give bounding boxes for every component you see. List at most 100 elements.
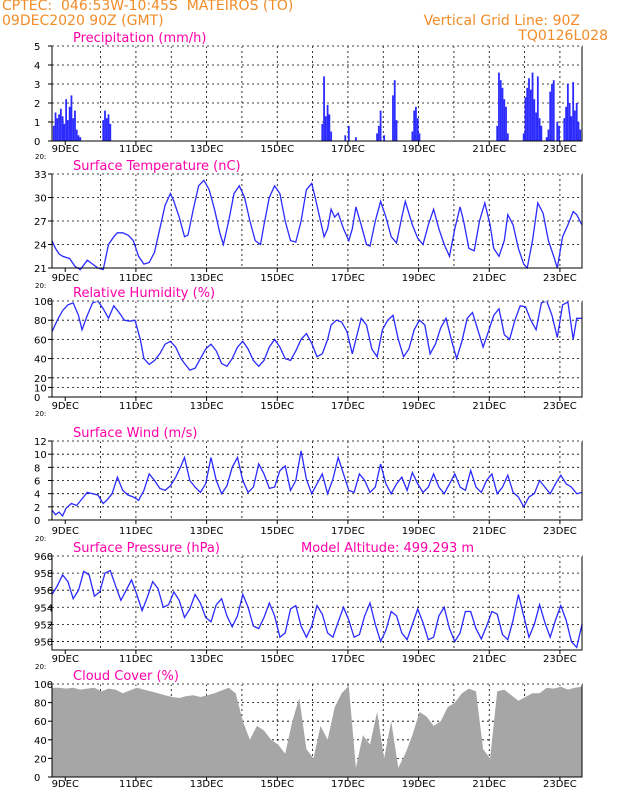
precip-bar [549, 91, 552, 141]
precip-panel: 0 1 2 3 4 5 9DEC 11DEC 13DEC 15DEC 17DEC 19DEC 21DEC… [34, 31, 583, 161]
precip-bar [392, 95, 394, 141]
precip-bar [506, 133, 509, 141]
precip-bar [551, 84, 553, 141]
precip-bar [531, 72, 534, 141]
precip-bar [65, 99, 68, 141]
wind-ytick-label: 8 [34, 463, 40, 474]
temp-ytick-label: 21 [34, 264, 47, 275]
precip-ytick-label: 0 [34, 137, 40, 148]
pressure-ytick-label: 954 [34, 603, 53, 614]
precip-bar [413, 110, 416, 141]
precip-panel-title: Precipitation (mm/h) [73, 31, 206, 46]
humidity-xtick-label: 21DEC [472, 401, 506, 412]
pressure-xtick-label: 21DEC [472, 654, 506, 665]
precip-clipped-year-label: 20: [35, 153, 46, 161]
humidity-xtick-label: 13DEC [190, 401, 224, 412]
humidity-xtick-label: 23DEC [543, 401, 577, 412]
precip-bar [579, 129, 582, 141]
precip-xtick-label: 23DEC [543, 144, 577, 155]
humidity-ytick-label: 20 [34, 374, 47, 385]
precip-bar [75, 129, 78, 141]
wind-ytick-label: 12 [34, 437, 47, 448]
precip-bar [577, 122, 580, 141]
precip-bar [330, 131, 333, 141]
temp-xtick-label: 23DEC [543, 273, 577, 284]
temp-panel: 21 24 27 30 33 9DEC 11DEC 13DEC 15DEC 17DEC 19DEC 2… [34, 159, 583, 290]
humidity-ytick-label: 0 [34, 393, 40, 404]
precip-bar [59, 108, 62, 141]
precip-bar [411, 131, 414, 141]
precip-bar [52, 125, 55, 141]
pressure-xtick-label: 17DEC [331, 654, 365, 665]
humidity-ytick-label: 80 [34, 316, 47, 327]
humidity-panel-title: Relative Humidity (%) [73, 286, 215, 301]
cloud-xtick-label: 21DEC [472, 779, 506, 790]
precip-bar [354, 137, 357, 141]
precip-bar [498, 72, 500, 141]
precip-bar [328, 114, 331, 141]
pressure-xtick-label: 23DEC [543, 654, 577, 665]
precip-bar [545, 137, 548, 141]
precip-bar [379, 110, 382, 141]
wind-xtick-label: 21DEC [472, 526, 506, 537]
precip-bar [499, 80, 502, 141]
precip-bar [524, 97, 527, 141]
precip-bar [574, 110, 576, 141]
pressure-ytick-label: 950 [34, 637, 53, 648]
precip-bar [503, 99, 506, 141]
cloud-ytick-label: 40 [34, 736, 47, 747]
precip-bar [324, 116, 327, 141]
humidity-xtick-label: 17DEC [331, 401, 365, 412]
precip-bar [566, 84, 569, 141]
precip-bar [63, 123, 66, 141]
precip-bar [321, 123, 324, 141]
precip-bar [572, 82, 575, 141]
temp-xtick-label: 19DEC [402, 273, 436, 284]
precip-bar [568, 103, 571, 141]
pressure-ytick-label: 960 [34, 552, 53, 563]
precip-xtick-label: 17DEC [331, 144, 365, 155]
precip-bar [540, 125, 543, 141]
precip-bar [344, 135, 347, 141]
cloud-panel-title: Cloud Cover (%) [73, 669, 179, 684]
pressure-xtick-label: 9DEC [52, 654, 79, 665]
precip-bar [102, 120, 105, 141]
pressure-xtick-label: 15DEC [260, 654, 294, 665]
temp-xtick-label: 11DEC [119, 273, 153, 284]
precip-bar [556, 122, 559, 141]
temp-panel-title: Surface Temperature (nC) [73, 159, 241, 174]
precip-bar [528, 78, 530, 141]
precip-xtick-label: 15DEC [260, 144, 294, 155]
precip-bar [565, 106, 567, 141]
cloud-xtick-label: 17DEC [331, 779, 365, 790]
precip-bar [563, 118, 566, 141]
cloud-xtick-label: 19DEC [402, 779, 436, 790]
precip-bar [501, 87, 504, 141]
header-line-1: CPTEC: 046:53W-10:45S MATEIROS (TO) [2, 0, 294, 14]
humidity-xtick-label: 9DEC [52, 401, 79, 412]
precip-bar [107, 114, 110, 141]
precip-bar [67, 120, 69, 141]
precip-bar [505, 106, 507, 141]
precip-bar [376, 133, 378, 141]
precip-bar [416, 118, 419, 141]
precip-bar [395, 120, 398, 141]
header-line-2: 09DEC2020 90Z (GMT) [2, 13, 164, 29]
temp-ytick-label: 30 [34, 194, 47, 205]
precip-bar [377, 125, 380, 141]
wind-ytick-label: 10 [34, 450, 47, 461]
humidity-ytick-label: 60 [34, 335, 47, 346]
precip-bar [74, 110, 76, 141]
precip-bar [535, 112, 537, 141]
precip-bar [552, 80, 555, 141]
cloud-ytick-label: 0 [34, 773, 40, 784]
wind-clipped-year-label: 20: [35, 535, 46, 543]
humidity-ytick-label: 40 [34, 355, 47, 366]
wind-xtick-label: 23DEC [543, 526, 577, 537]
precip-bar [68, 106, 71, 141]
precip-bar [58, 114, 60, 141]
precip-xtick-label: 21DEC [472, 144, 506, 155]
wind-xtick-label: 13DEC [190, 526, 224, 537]
